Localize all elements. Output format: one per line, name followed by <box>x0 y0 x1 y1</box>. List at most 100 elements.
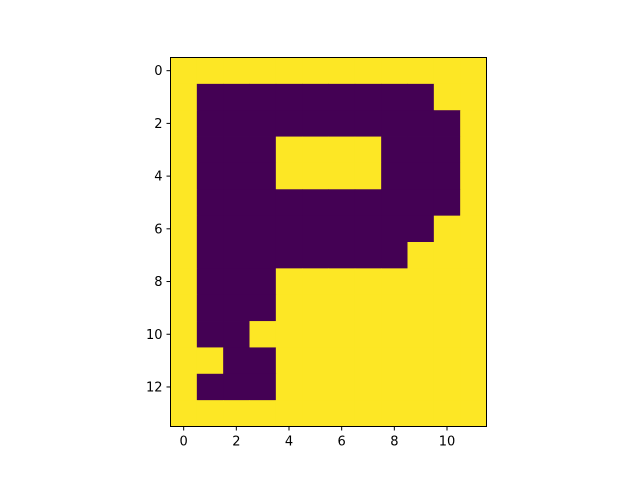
heatmap-cell <box>381 83 408 111</box>
heatmap-cell <box>328 294 356 322</box>
y-tick-label: 0 <box>154 64 162 79</box>
heatmap-cell <box>170 189 198 217</box>
heatmap-cell <box>249 57 277 85</box>
heatmap-cell <box>354 57 382 85</box>
heatmap-cell <box>249 373 277 401</box>
heatmap-cell <box>249 83 277 111</box>
heatmap-cell <box>275 347 303 375</box>
heatmap-cell <box>302 57 329 85</box>
heatmap-cell <box>460 242 487 269</box>
heatmap-cell <box>223 242 250 269</box>
y-tick-label: 4 <box>154 170 162 185</box>
heatmap-cell <box>433 57 461 85</box>
heatmap-cell <box>407 110 435 137</box>
heatmap-cell <box>196 321 224 348</box>
heatmap-cell <box>328 136 356 164</box>
heatmap-cell <box>433 268 461 296</box>
heatmap-cell <box>354 373 382 401</box>
heatmap-cell <box>354 242 382 269</box>
heatmap-cell <box>302 83 329 111</box>
y-tick-label: 10 <box>146 328 163 343</box>
heatmap-cell <box>302 110 329 137</box>
heatmap-cell <box>275 110 303 137</box>
heatmap-cell <box>249 189 277 217</box>
heatmap-cell <box>196 268 224 296</box>
x-tick-label: 4 <box>285 435 293 450</box>
heatmap-cell <box>460 110 487 137</box>
y-tick-label: 2 <box>154 117 162 132</box>
heatmap-cell <box>328 347 356 375</box>
heatmap-cell <box>433 189 461 217</box>
heatmap-cell <box>328 215 356 243</box>
heatmap-cell <box>302 162 329 190</box>
heatmap-cell <box>223 136 250 164</box>
heatmap-cell <box>249 268 277 296</box>
heatmap-cell <box>170 136 198 164</box>
heatmap-cells <box>170 57 487 427</box>
heatmap-cell <box>275 321 303 348</box>
heatmap-cell <box>302 215 329 243</box>
heatmap-cell <box>381 373 408 401</box>
heatmap-cell <box>407 162 435 190</box>
heatmap-cell <box>170 162 198 190</box>
heatmap-cell <box>407 347 435 375</box>
heatmap-cell <box>223 110 250 137</box>
heatmap-cell <box>223 321 250 348</box>
heatmap-cell <box>249 294 277 322</box>
heatmap-cell <box>381 400 408 427</box>
heatmap-cell <box>381 294 408 322</box>
heatmap-cell <box>460 400 487 427</box>
heatmap-cell <box>433 321 461 348</box>
heatmap-cell <box>302 136 329 164</box>
y-axis: 0 2 4 6 8 10 12 <box>146 64 171 395</box>
heatmap-cell <box>328 400 356 427</box>
heatmap-cell <box>354 83 382 111</box>
heatmap-cell <box>433 162 461 190</box>
heatmap-cell <box>196 215 224 243</box>
heatmap-cell <box>381 321 408 348</box>
heatmap-cell <box>196 57 224 85</box>
heatmap-cell <box>302 373 329 401</box>
heatmap-cell <box>381 189 408 217</box>
heatmap-cell <box>407 215 435 243</box>
heatmap-cell <box>302 347 329 375</box>
heatmap-cell <box>170 215 198 243</box>
heatmap-cell <box>328 162 356 190</box>
heatmap-cell <box>275 189 303 217</box>
x-tick-label: 2 <box>232 435 240 450</box>
heatmap-cell <box>381 347 408 375</box>
heatmap-cell <box>302 242 329 269</box>
heatmap-cell <box>249 347 277 375</box>
heatmap-cell <box>196 136 224 164</box>
heatmap-cell <box>354 162 382 190</box>
heatmap-cell <box>302 268 329 296</box>
heatmap-cell <box>460 268 487 296</box>
heatmap-cell <box>170 83 198 111</box>
heatmap-cell <box>433 347 461 375</box>
heatmap-cell <box>302 400 329 427</box>
heatmap-cell <box>407 294 435 322</box>
heatmap-cell <box>170 57 198 85</box>
heatmap-cell <box>223 294 250 322</box>
heatmap-cell <box>354 189 382 217</box>
heatmap-cell <box>275 400 303 427</box>
heatmap-cell <box>223 268 250 296</box>
heatmap-cell <box>249 215 277 243</box>
heatmap-cell <box>275 57 303 85</box>
y-tick-label: 12 <box>146 380 163 395</box>
heatmap-cell <box>407 242 435 269</box>
heatmap-cell <box>249 136 277 164</box>
heatmap-cell <box>328 189 356 217</box>
heatmap-cell <box>354 110 382 137</box>
heatmap-cell <box>196 162 224 190</box>
heatmap-cell <box>460 294 487 322</box>
heatmap-cell <box>328 242 356 269</box>
heatmap-cell <box>275 373 303 401</box>
heatmap-cell <box>381 162 408 190</box>
x-tick-label: 6 <box>338 435 346 450</box>
heatmap-cell <box>433 294 461 322</box>
heatmap-cell <box>196 400 224 427</box>
heatmap-cell <box>433 83 461 111</box>
y-tick-label: 6 <box>154 222 162 237</box>
